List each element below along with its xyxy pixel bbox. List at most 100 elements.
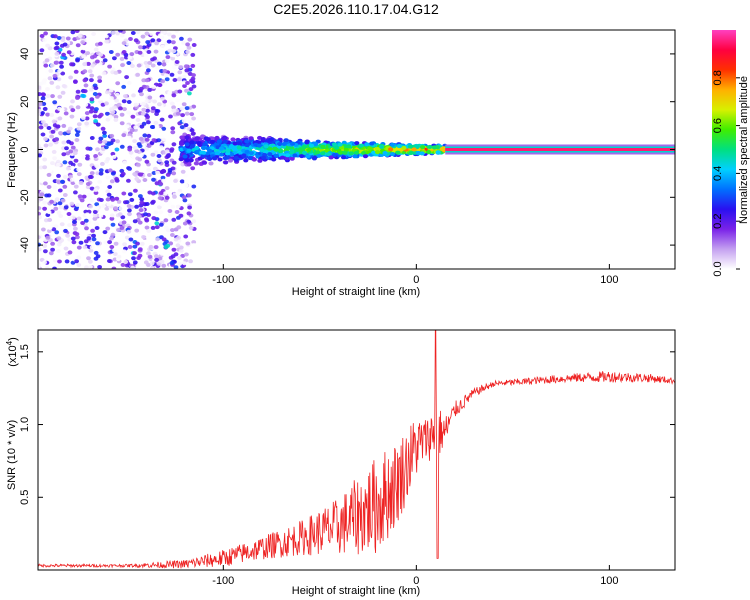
spectrogram-cell	[154, 257, 160, 262]
snr-x-tick-label: 0	[413, 575, 419, 587]
spectrogram-cell	[56, 36, 62, 40]
spectrogram-cell	[92, 54, 98, 59]
snr-series-line	[38, 330, 675, 569]
spectrogram-cell	[57, 259, 62, 264]
spectrogram-cell	[305, 154, 311, 159]
spectrogram-cell	[54, 137, 59, 142]
spectrogram-cell	[38, 153, 42, 158]
spectrogram-cell	[74, 179, 79, 184]
spectrogram-cell	[113, 241, 119, 246]
spectrogram-cell	[306, 148, 312, 152]
spectrogram-cell	[171, 34, 176, 39]
spectrogram-cell	[105, 226, 111, 231]
spectrogram-cell	[77, 194, 83, 199]
spectrogram-cell	[121, 220, 127, 225]
spectrogram-cell	[107, 64, 112, 69]
spectrogram-cell	[359, 143, 365, 148]
spectrogram-cell	[147, 95, 153, 100]
spectrogram-cell	[182, 229, 188, 234]
spectrogram-cell	[109, 216, 115, 221]
spectrogram-cell	[164, 186, 170, 191]
spectrogram-cell	[38, 81, 43, 86]
spectrogram-cell	[116, 102, 122, 107]
spectrogram-cell	[222, 139, 228, 144]
spectrogram-cell	[169, 101, 175, 106]
spectrogram-cell	[93, 187, 99, 192]
spectrogram-cell	[42, 38, 48, 43]
spectrogram-cell	[88, 204, 93, 209]
spectrogram-cell	[135, 118, 141, 122]
spectrogram-cell	[70, 30, 76, 35]
spectrogram-cell	[111, 154, 117, 159]
spectrogram-cell	[63, 205, 69, 210]
spectrogram-cell	[112, 105, 117, 110]
spectrogram-cell	[107, 259, 112, 263]
spectrogram-cell	[101, 71, 107, 76]
spectrogram-cell	[227, 158, 234, 163]
spectrogram-cell	[75, 89, 81, 94]
spectrogram-cell	[40, 92, 46, 97]
spectrogram-cell	[169, 72, 175, 77]
spectrogram-cell	[85, 185, 91, 190]
spectrogram-cell	[333, 145, 340, 150]
spectrogram-cell	[55, 124, 61, 129]
spectrogram-cell	[83, 239, 89, 244]
spectrogram-cell	[191, 219, 197, 224]
spectrogram-cell	[320, 144, 326, 149]
spectrogram-cell	[352, 154, 358, 159]
spectrogram-cell	[67, 237, 72, 242]
spectrogram-cell	[136, 142, 142, 147]
spectrogram-cell	[183, 173, 189, 178]
spectrogram-cell	[179, 179, 185, 184]
spectrogram-cell	[267, 152, 273, 157]
spectrogram-cell	[163, 182, 169, 186]
spectrogram-cell	[366, 149, 372, 154]
spectrogram-y-label: Frequency (Hz)	[6, 112, 18, 188]
spectrogram-cell	[243, 158, 249, 163]
spectrogram-cell	[106, 192, 112, 197]
spectrogram-cell	[89, 245, 95, 250]
spectrogram-cell	[170, 56, 176, 61]
spectrogram-cell	[95, 38, 100, 43]
spectrogram-cell	[104, 90, 110, 95]
spectrogram-cell	[132, 251, 137, 256]
spectrogram-cell	[311, 156, 317, 161]
spectrogram-cell	[202, 142, 208, 147]
spectrogram-cell	[137, 157, 143, 162]
spectrogram-cell	[168, 114, 173, 119]
spectrogram-cell	[149, 234, 155, 239]
spectrogram-cell	[136, 162, 141, 167]
snr-y-scale-close: )	[7, 337, 19, 341]
spectrogram-cell	[110, 171, 116, 176]
spectrogram-cell	[364, 142, 370, 147]
spectrogram-cell	[147, 173, 152, 177]
spectrogram-cell	[110, 222, 116, 227]
spectrogram-cell	[41, 120, 46, 124]
spectrogram-cell	[124, 124, 130, 129]
spectrogram-cell	[140, 111, 146, 116]
spectrogram-cell	[149, 31, 155, 36]
spectrogram-cell	[102, 139, 108, 144]
spectrogram-cell	[164, 195, 170, 200]
spectrogram-cell	[79, 204, 85, 209]
spectrogram-cell	[158, 210, 164, 215]
spectrogram-cell	[136, 63, 142, 68]
colorbar-gradient	[712, 30, 736, 269]
spectrogram-cell	[183, 234, 189, 239]
spectrogram-cell	[85, 212, 90, 217]
spectrogram-cell	[109, 96, 114, 101]
spectrogram-tone	[445, 148, 675, 151]
spectrogram-cell	[217, 157, 223, 162]
spectrogram-cell	[59, 64, 64, 69]
spectrogram-cell	[95, 254, 101, 259]
colorbar-tick-label: 0.0	[712, 261, 724, 276]
spectrogram-cell	[92, 114, 98, 119]
spectrogram-cell	[38, 108, 42, 113]
spectrogram-cell	[104, 101, 109, 106]
spectrogram-cell	[183, 64, 189, 69]
spectrogram-cell	[76, 126, 82, 131]
spectrogram-y-tick-label: 20	[19, 96, 31, 108]
spectrogram-cell	[122, 94, 128, 99]
spectrogram-cell	[129, 52, 135, 57]
colorbar-tick-label: 0.4	[712, 166, 724, 181]
